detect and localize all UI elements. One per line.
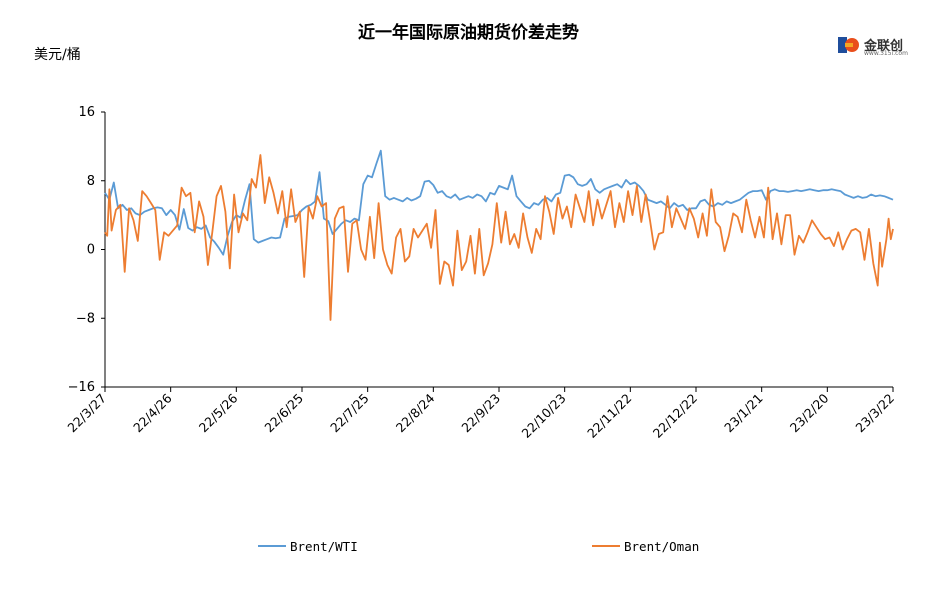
legend-label: Brent/WTI: [290, 539, 358, 554]
y-tick-label: 0: [87, 243, 95, 258]
x-tick-label: 23/1/21: [721, 391, 766, 436]
series-lines: [104, 149, 894, 321]
series-line-brent-oman: [104, 154, 894, 321]
y-axis-ticks: 16 8 0 −8 −16: [68, 105, 105, 395]
x-tick-label: 22/4/26: [130, 390, 175, 435]
y-tick-label: −8: [76, 311, 95, 326]
x-tick-label: 22/11/22: [584, 391, 634, 441]
chart-title: 近一年国际原油期货价差走势: [358, 23, 579, 43]
x-tick-label: 22/5/26: [196, 390, 241, 435]
x-tick-label: 22/6/25: [261, 391, 306, 436]
x-tick-label: 22/9/23: [458, 391, 503, 436]
legend-label: Brent/Oman: [624, 539, 699, 554]
logo-icon: [838, 37, 859, 53]
legend: Brent/WTI Brent/Oman: [258, 539, 699, 554]
x-tick-label: 22/3/27: [64, 391, 109, 436]
y-tick-label: 16: [78, 105, 95, 120]
x-tick-label: 23/3/22: [852, 391, 897, 436]
y-axis-unit-label: 美元/桶: [34, 47, 81, 63]
x-tick-label: 22/12/22: [650, 391, 700, 441]
y-tick-label: −16: [68, 380, 95, 395]
axes: [104, 112, 893, 388]
brand-logo: 金联创 www.315i.com: [836, 34, 916, 58]
y-tick-label: 8: [87, 174, 95, 189]
x-tick-label: 22/8/24: [393, 390, 438, 435]
logo-text: 金联创: [864, 39, 904, 54]
x-tick-label: 23/2/20: [787, 390, 832, 435]
x-tick-label: 22/10/23: [518, 391, 568, 441]
logo-subtext: www.315i.com: [864, 50, 908, 57]
x-tick-label: 22/7/25: [327, 391, 372, 436]
x-axis-ticks: 22/3/27 22/4/26 22/5/26 22/6/25 22/7/25 22/8/…: [64, 387, 897, 441]
